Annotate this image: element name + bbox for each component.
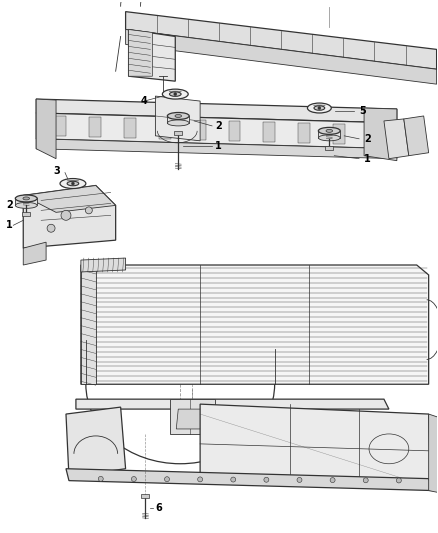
Polygon shape xyxy=(54,116,66,136)
Polygon shape xyxy=(159,119,171,139)
Polygon shape xyxy=(176,409,210,429)
Circle shape xyxy=(165,477,170,482)
Ellipse shape xyxy=(175,115,181,117)
Text: 2: 2 xyxy=(364,134,371,144)
Circle shape xyxy=(396,478,401,483)
Polygon shape xyxy=(36,99,397,123)
Ellipse shape xyxy=(307,103,331,113)
Polygon shape xyxy=(22,212,30,216)
Circle shape xyxy=(297,478,302,482)
Ellipse shape xyxy=(170,92,181,96)
Circle shape xyxy=(264,477,269,482)
Polygon shape xyxy=(76,399,389,409)
Polygon shape xyxy=(124,118,136,138)
Polygon shape xyxy=(141,494,149,497)
Polygon shape xyxy=(325,146,333,150)
Circle shape xyxy=(318,107,321,109)
Circle shape xyxy=(71,182,74,185)
Ellipse shape xyxy=(326,130,332,132)
Polygon shape xyxy=(429,414,438,494)
Circle shape xyxy=(363,478,368,483)
Text: 6: 6 xyxy=(155,504,162,513)
Circle shape xyxy=(47,224,55,232)
Polygon shape xyxy=(200,404,431,487)
Polygon shape xyxy=(170,399,215,434)
Text: 5: 5 xyxy=(359,106,366,116)
Polygon shape xyxy=(36,113,397,149)
Polygon shape xyxy=(318,131,340,138)
Polygon shape xyxy=(229,122,240,141)
Polygon shape xyxy=(129,29,175,81)
Ellipse shape xyxy=(15,203,37,208)
Polygon shape xyxy=(155,96,200,141)
Polygon shape xyxy=(364,108,397,160)
Polygon shape xyxy=(167,116,189,123)
Polygon shape xyxy=(368,125,380,145)
Circle shape xyxy=(98,477,103,481)
Polygon shape xyxy=(23,185,116,248)
Polygon shape xyxy=(23,242,46,265)
Polygon shape xyxy=(81,258,126,272)
Text: 2: 2 xyxy=(7,200,13,211)
Ellipse shape xyxy=(67,181,79,186)
Polygon shape xyxy=(298,123,310,143)
Polygon shape xyxy=(174,131,182,135)
Polygon shape xyxy=(66,469,434,490)
Text: 3: 3 xyxy=(53,166,60,175)
Ellipse shape xyxy=(15,195,37,202)
Text: 1: 1 xyxy=(215,141,222,151)
Polygon shape xyxy=(194,120,205,140)
Circle shape xyxy=(85,207,92,214)
Text: 4: 4 xyxy=(141,96,147,106)
Ellipse shape xyxy=(167,112,189,119)
Polygon shape xyxy=(129,29,152,76)
Circle shape xyxy=(198,477,203,482)
Polygon shape xyxy=(36,99,56,159)
Polygon shape xyxy=(15,198,37,205)
Circle shape xyxy=(330,478,335,482)
Polygon shape xyxy=(384,119,409,159)
Ellipse shape xyxy=(60,179,86,189)
Polygon shape xyxy=(263,122,276,142)
Polygon shape xyxy=(81,265,96,384)
Polygon shape xyxy=(126,12,437,69)
Polygon shape xyxy=(66,407,126,477)
Ellipse shape xyxy=(167,120,189,126)
Polygon shape xyxy=(36,139,397,159)
Ellipse shape xyxy=(23,197,29,200)
Circle shape xyxy=(174,93,177,95)
Ellipse shape xyxy=(318,127,340,134)
Polygon shape xyxy=(23,185,116,212)
Text: 2: 2 xyxy=(215,121,222,131)
Ellipse shape xyxy=(318,135,340,141)
Polygon shape xyxy=(404,116,429,156)
Circle shape xyxy=(131,477,136,481)
Polygon shape xyxy=(126,29,437,84)
Ellipse shape xyxy=(314,106,325,110)
Circle shape xyxy=(231,477,236,482)
Ellipse shape xyxy=(162,89,188,99)
Text: 1: 1 xyxy=(364,154,371,164)
Polygon shape xyxy=(333,124,345,144)
Circle shape xyxy=(61,211,71,220)
Polygon shape xyxy=(89,117,101,138)
Polygon shape xyxy=(81,265,429,384)
Text: 1: 1 xyxy=(7,220,13,230)
